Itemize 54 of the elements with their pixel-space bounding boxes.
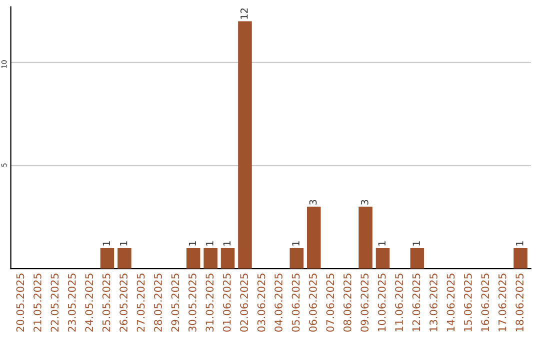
bar (514, 248, 528, 269)
x-tick-label: 29.05.2025 (171, 274, 180, 332)
x-tick-label: 02.06.2025 (240, 274, 248, 332)
bar (306, 206, 321, 269)
x-tick-label: 26.05.2025 (120, 274, 128, 332)
x-tick-label: 31.05.2025 (206, 274, 214, 332)
data-label: 12 (240, 8, 248, 19)
x-tick-label: 04.06.2025 (274, 274, 282, 332)
data-label: 1 (206, 241, 214, 246)
x-tick-label: 24.05.2025 (85, 274, 94, 332)
bar (220, 248, 235, 269)
x-tick-label: 07.06.2025 (326, 274, 334, 332)
x-tick-label: 23.05.2025 (68, 274, 76, 332)
x-tick-label: 28.05.2025 (154, 274, 162, 332)
data-label: 3 (309, 200, 317, 205)
data-label: 1 (188, 241, 196, 246)
bar (186, 248, 200, 269)
bar (204, 248, 218, 269)
bar (358, 206, 372, 269)
bar (410, 248, 424, 269)
x-tick-label: 03.06.2025 (257, 274, 266, 332)
data-label: 1 (412, 241, 420, 246)
x-tick-label: 14.06.2025 (446, 274, 455, 332)
bar (118, 248, 132, 269)
x-tick-label: 16.06.2025 (481, 274, 490, 332)
x-tick-label: 08.06.2025 (343, 274, 352, 332)
bar (290, 248, 304, 269)
x-tick-label: 06.06.2025 (309, 274, 317, 332)
bar (238, 21, 252, 269)
data-label: 1 (120, 241, 128, 246)
x-tick-label: 18.06.2025 (516, 274, 524, 332)
data-label: 1 (516, 241, 524, 246)
bar (376, 248, 390, 269)
x-tick-label: 25.05.2025 (102, 274, 110, 332)
x-tick-label: 11.06.2025 (395, 274, 403, 332)
data-label: 1 (378, 241, 386, 246)
data-label: 1 (102, 241, 110, 246)
x-tick-label: 30.05.2025 (188, 274, 196, 332)
data-label: 1 (223, 241, 230, 246)
x-tick-label: 27.05.2025 (136, 274, 145, 332)
x-tick-label: 22.05.2025 (50, 274, 59, 332)
x-tick-label: 15.06.2025 (464, 274, 472, 332)
bar (100, 248, 114, 269)
x-tick-label: 20.05.2025 (16, 274, 24, 332)
x-tick-label: 09.06.2025 (360, 274, 369, 332)
x-tick-label: 10.06.2025 (378, 274, 386, 332)
x-tick-label: 17.06.2025 (498, 274, 506, 332)
x-tick-label: 05.06.2025 (292, 274, 300, 332)
x-tick-label: 13.06.2025 (430, 274, 438, 332)
data-label: 3 (360, 200, 368, 205)
x-tick-label: 21.05.2025 (33, 274, 42, 332)
x-tick-label: 12.06.2025 (412, 274, 420, 332)
data-label: 1 (292, 241, 300, 246)
x-tick-label: 01.06.2025 (222, 274, 231, 332)
